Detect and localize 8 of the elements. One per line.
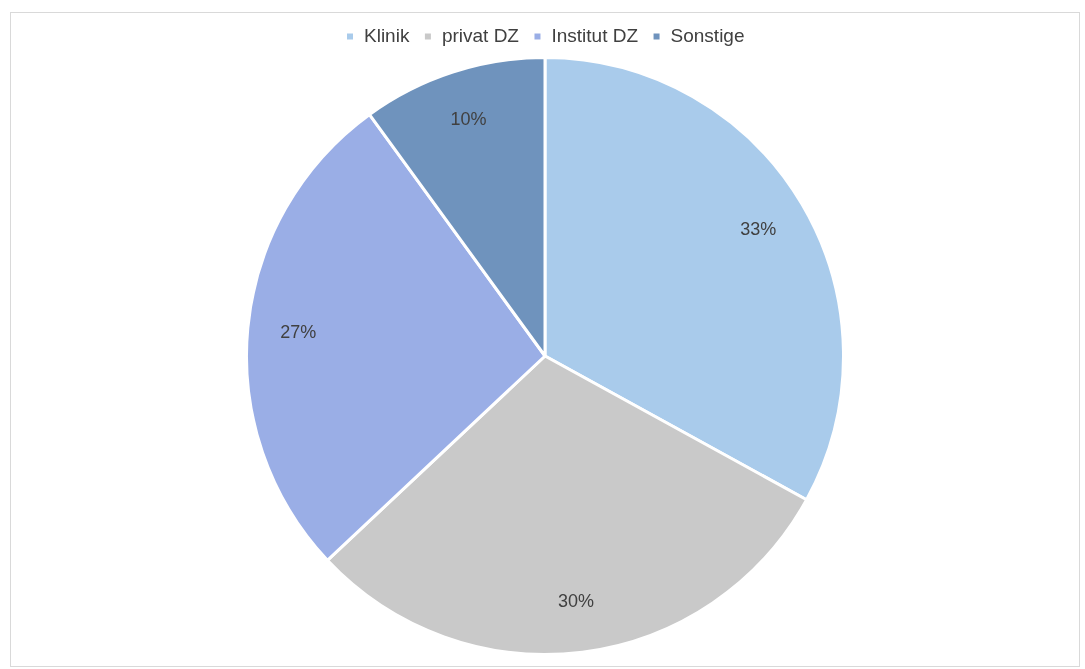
data-label: 30% <box>558 590 595 611</box>
legend-label: Sonstige <box>670 24 745 46</box>
data-label: 33% <box>740 218 777 239</box>
legend-label: Institut DZ <box>551 24 639 46</box>
legend-label: privat DZ <box>441 24 520 46</box>
legend-label: Klinik <box>364 24 410 46</box>
data-label: 10% <box>450 109 487 130</box>
data-label: 27% <box>280 321 317 342</box>
